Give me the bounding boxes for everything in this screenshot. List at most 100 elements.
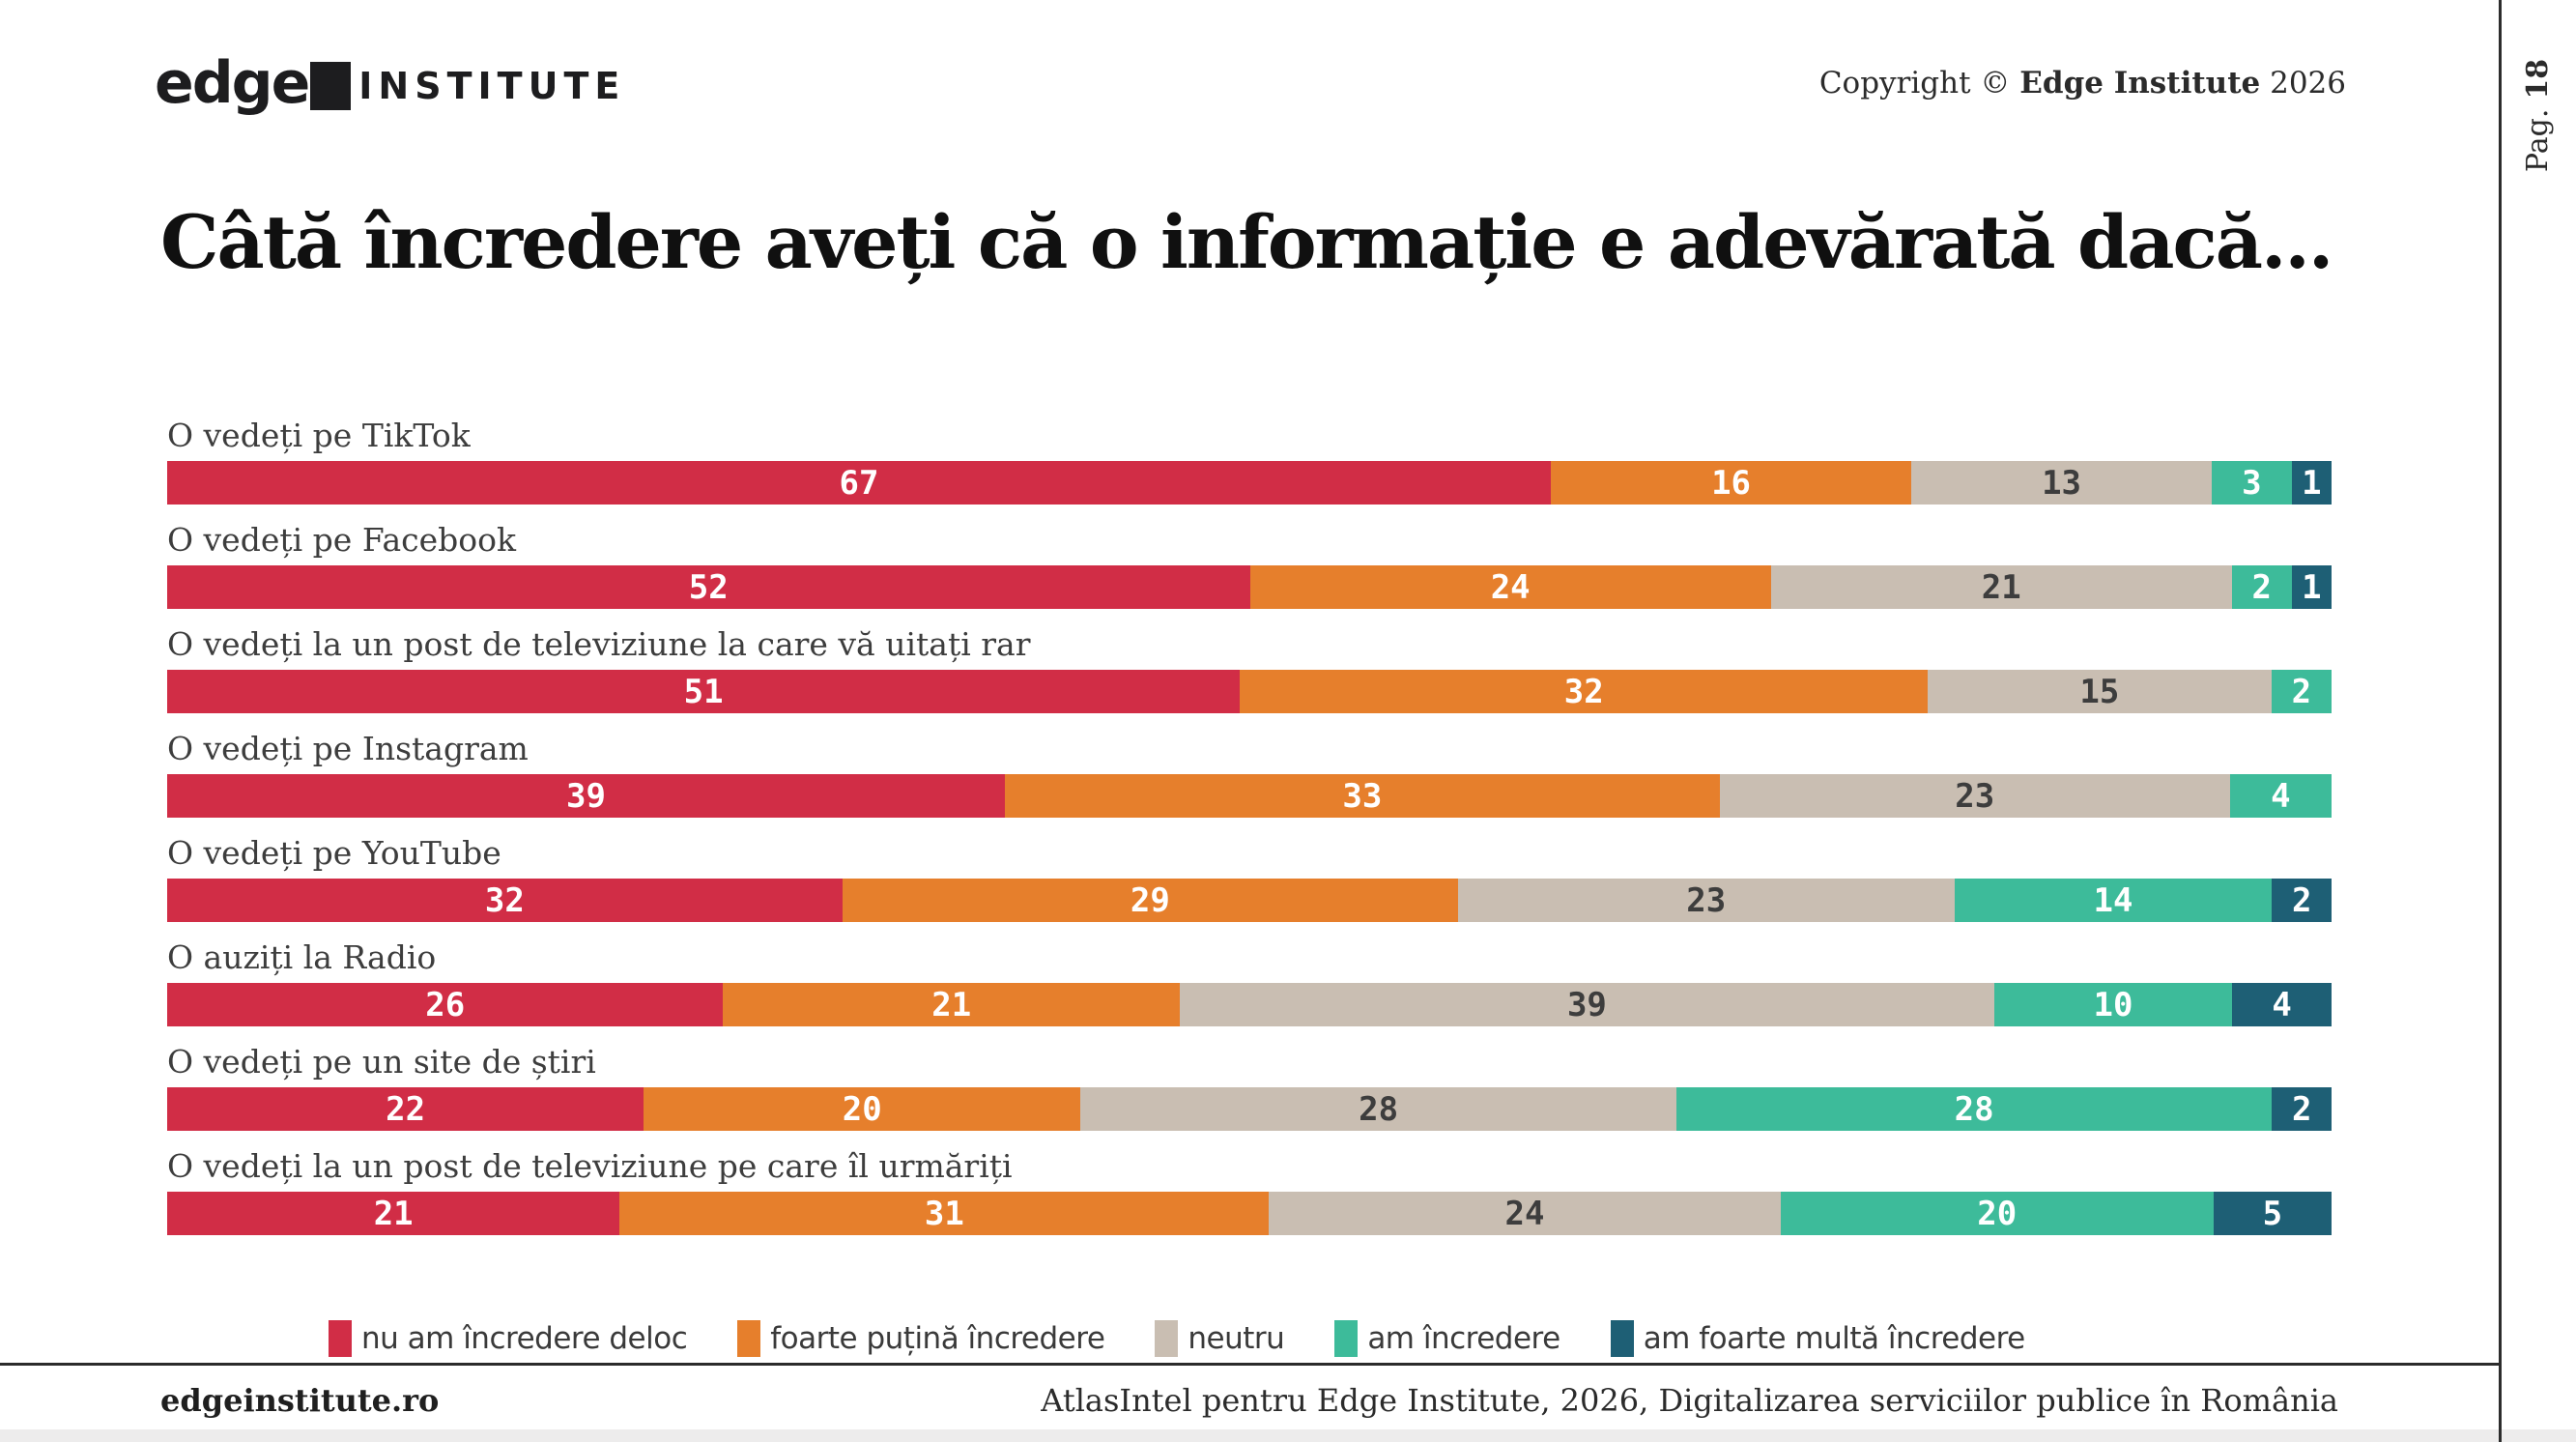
bar-segment: 51 <box>167 670 1241 713</box>
bar-segment: 20 <box>1780 1192 2214 1235</box>
segment-value: 21 <box>931 985 972 1024</box>
segment-value: 31 <box>924 1194 964 1233</box>
segment-value: 51 <box>683 672 724 711</box>
legend-label: neutru <box>1188 1321 1285 1356</box>
bar-segment: 16 <box>1550 461 1912 505</box>
segment-value: 2 <box>2251 567 2272 607</box>
segment-value: 13 <box>2042 463 2082 503</box>
bar-segment: 1 <box>2291 565 2333 609</box>
segment-value: 16 <box>1711 463 1752 503</box>
segment-value: 28 <box>1359 1089 1399 1129</box>
segment-value: 28 <box>1954 1089 1994 1129</box>
segment-value: 52 <box>688 567 729 607</box>
segment-value: 3 <box>2242 463 2262 503</box>
segment-value: 2 <box>2291 880 2312 920</box>
chart-row: O vedeți pe un site de știri 22 20 28 28 2 <box>167 1042 2332 1131</box>
chart-row: O auziți la Radio 26 21 39 10 4 <box>167 937 2333 1026</box>
segment-value: 1 <box>2302 463 2322 503</box>
segment-value: 32 <box>484 880 525 920</box>
segment-value: 5 <box>2262 1194 2283 1233</box>
stacked-bar: 22 20 28 28 2 <box>167 1087 2332 1131</box>
bar-segment: 10 <box>1993 983 2233 1026</box>
bar-segment: 2 <box>2271 670 2333 713</box>
page-number-value: 18 <box>2521 58 2556 100</box>
segment-value: 21 <box>373 1194 414 1233</box>
bar-segment: 39 <box>167 774 1005 818</box>
bar-segment: 1 <box>2291 461 2332 505</box>
edge-institute-logo: edge INSTITUTE <box>155 54 625 112</box>
footer-rule <box>0 1363 2499 1366</box>
bar-segment: 21 <box>723 983 1181 1026</box>
stacked-bar: 26 21 39 10 4 <box>167 983 2333 1026</box>
row-label: O vedeți pe Instagram <box>167 730 529 767</box>
bar-segment: 28 <box>1675 1087 2273 1131</box>
bar-segment: 15 <box>1928 670 2272 713</box>
page-number-label: Pag. <box>2521 108 2556 172</box>
segment-value: 26 <box>425 985 466 1024</box>
bar-segment: 4 <box>2229 774 2333 818</box>
stacked-bar: 52 24 21 2 1 <box>167 565 2333 609</box>
right-vertical-rule <box>2499 0 2502 1442</box>
bar-segment: 33 <box>1004 774 1720 818</box>
segment-value: 15 <box>2079 672 2120 711</box>
bar-segment: 2 <box>2272 879 2332 922</box>
row-label: O vedeți la un post de televiziune la ca… <box>167 625 1031 663</box>
bar-segment: 24 <box>1249 565 1771 609</box>
legend-swatch-icon <box>737 1320 761 1357</box>
page-title: Câtă încredere aveți că o informație e a… <box>160 199 2333 285</box>
bar-segment: 23 <box>1719 774 2230 818</box>
segment-value: 4 <box>2272 985 2292 1024</box>
chart-row: O vedeți la un post de televiziune pe ca… <box>167 1146 2332 1235</box>
stacked-bar: 21 31 24 20 5 <box>167 1192 2332 1235</box>
segment-value: 4 <box>2271 776 2291 816</box>
legend-label: nu am încredere deloc <box>361 1321 688 1356</box>
logo-wordmark: edge <box>155 49 310 117</box>
copyright-brand: Edge Institute <box>2019 66 2261 101</box>
copyright-notice: Copyright © Edge Institute 2026 <box>1819 66 2346 101</box>
row-label: O vedeți pe Facebook <box>167 521 517 559</box>
legend-item: neutru <box>1155 1320 1285 1357</box>
footer-source-attribution: AtlasIntel pentru Edge Institute, 2026, … <box>1041 1382 2338 1419</box>
legend-item: am încredere <box>1334 1320 1560 1357</box>
page-number: Pag. 18 <box>2522 58 2556 171</box>
legend-label: am încredere <box>1367 1321 1560 1356</box>
segment-value: 24 <box>1504 1194 1545 1233</box>
segment-value: 20 <box>842 1089 882 1129</box>
row-label: O vedeți pe TikTok <box>167 417 471 454</box>
segment-value: 20 <box>1977 1194 2018 1233</box>
bar-segment: 20 <box>644 1087 1081 1131</box>
segment-value: 39 <box>1566 985 1607 1024</box>
bar-segment: 32 <box>167 879 843 922</box>
logo-square-icon <box>310 62 352 110</box>
stacked-bar: 32 29 23 14 2 <box>167 879 2332 922</box>
bar-segment: 13 <box>1911 461 2212 505</box>
segment-value: 33 <box>1342 776 1383 816</box>
bar-segment: 21 <box>167 1192 620 1235</box>
chart-legend: nu am încredere deloc foarte puțină încre… <box>329 1320 2025 1357</box>
bar-segment: 31 <box>619 1192 1270 1235</box>
segment-value: 22 <box>386 1089 426 1129</box>
stacked-bar-chart: O vedeți pe TikTok 67 16 13 3 1 O vedeți pe Fa… <box>167 416 2333 1251</box>
legend-item: foarte puțină încredere <box>737 1320 1105 1357</box>
chart-row: O vedeți pe Facebook 52 24 21 2 1 <box>167 520 2333 609</box>
segment-value: 67 <box>839 463 879 503</box>
bar-segment: 24 <box>1269 1192 1781 1235</box>
page-number-box: Pag. 18 <box>2503 43 2574 187</box>
bar-segment: 29 <box>842 879 1458 922</box>
bar-segment: 4 <box>2232 983 2333 1026</box>
segment-value: 10 <box>2093 985 2133 1024</box>
logo-suffix: INSTITUTE <box>358 65 626 107</box>
legend-swatch-icon <box>1610 1320 1634 1357</box>
stacked-bar: 67 16 13 3 1 <box>167 461 2332 505</box>
legend-label: foarte puțină încredere <box>770 1321 1105 1356</box>
legend-item: am foarte multă încredere <box>1610 1320 2025 1357</box>
bar-segment: 2 <box>2272 1087 2332 1131</box>
bar-segment: 23 <box>1457 879 1955 922</box>
bar-segment: 2 <box>2231 565 2292 609</box>
segment-value: 39 <box>565 776 606 816</box>
bar-segment: 14 <box>1954 879 2273 922</box>
segment-value: 32 <box>1563 672 1604 711</box>
segment-value: 29 <box>1130 880 1170 920</box>
legend-item: nu am încredere deloc <box>329 1320 688 1357</box>
segment-value: 24 <box>1490 567 1531 607</box>
